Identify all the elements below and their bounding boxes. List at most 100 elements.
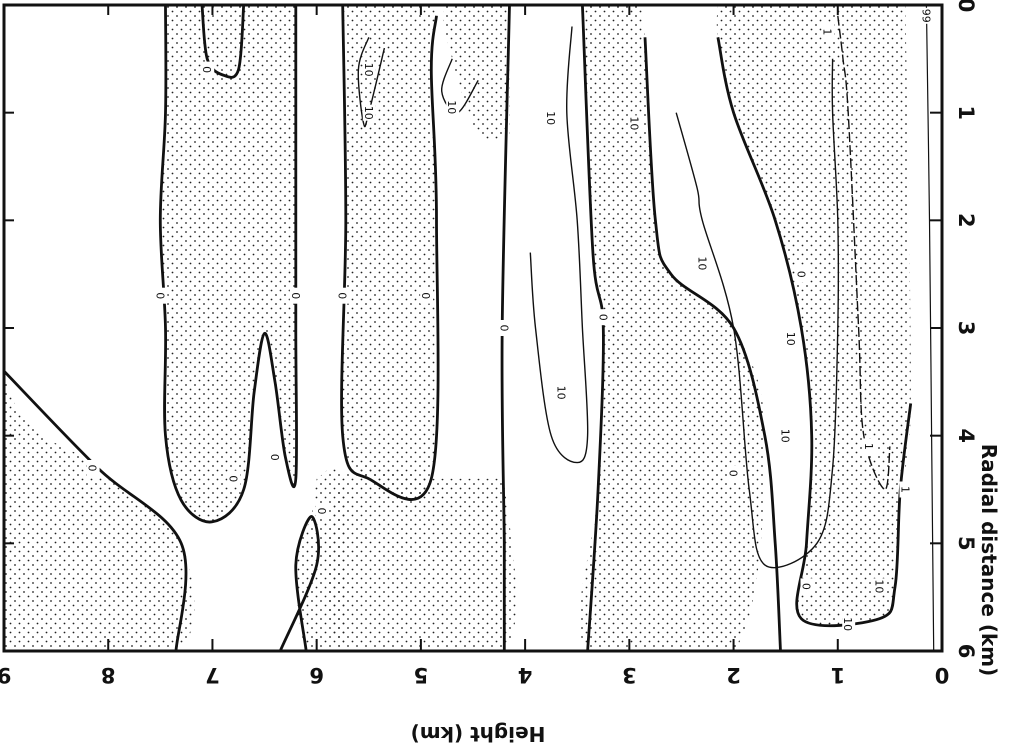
stippled-regions — [4, 5, 911, 651]
contour-lines — [4, 5, 935, 651]
contour-label-bg-16 — [362, 61, 376, 78]
contour-label-bg-6 — [86, 460, 100, 476]
contour-label-21: 10 — [779, 429, 792, 443]
contour-line-10 — [675, 58, 840, 569]
y-tick-label-2: 2 — [726, 663, 741, 687]
contour-label-24: 10 — [873, 579, 886, 593]
contour-line-9 — [529, 26, 589, 464]
contour-label-group-4: 0 — [268, 449, 282, 466]
contour-label-group-15: 10 — [445, 99, 460, 116]
contour-label-25: 1 — [862, 443, 875, 450]
contour-label-group-8: 0 — [419, 287, 434, 304]
x-tick-label-0: 0 — [954, 0, 978, 12]
contour-label-group-17: 10 — [544, 110, 559, 127]
contour-label-14: 10 — [362, 106, 375, 120]
contour-label-bg-5 — [315, 503, 329, 519]
x-tick-label-5: 5 — [954, 536, 978, 551]
contour-label-bg-0 — [154, 287, 168, 304]
contour-label-1: 0 — [200, 66, 213, 73]
stipple-region-7 — [716, 5, 911, 626]
contour-label-12: 0 — [794, 271, 807, 278]
contour-label-bg-10 — [597, 309, 611, 326]
y-tick-label-8: 8 — [101, 663, 116, 687]
contour-label-13: 0 — [800, 583, 813, 590]
contour-label-28: 99 — [919, 9, 932, 23]
contour-label-group-6: 0 — [86, 460, 100, 476]
contour-label-8: 0 — [419, 292, 432, 299]
contour-label-group-11: 0 — [727, 465, 741, 482]
contour-line-5 — [500, 5, 511, 651]
contour-label-group-22: 10 — [784, 330, 798, 347]
x-axis-title: Radial distance (km) — [977, 444, 1001, 677]
contour-label-bg-17 — [545, 110, 559, 127]
contour-label-group-12: 0 — [794, 266, 809, 283]
stipple-region-5 — [442, 5, 510, 140]
contour-label-bg-12 — [795, 266, 809, 283]
contour-line-11 — [837, 15, 891, 491]
stipple-region-3 — [341, 5, 439, 500]
contour-line-3 — [278, 514, 320, 651]
x-tick-label-6: 6 — [954, 644, 978, 659]
contour-label-bg-18 — [555, 384, 569, 401]
contour-line-12 — [357, 37, 386, 128]
contour-label-group-18: 10 — [555, 384, 569, 401]
contour-label-bg-23 — [842, 616, 856, 633]
contour-labels: 0 0 0 0 0 0 0 0 0 0 0 0 0 0 10 10 10 10 10 10 10 10 10 10 10 1 1 1 9… — [86, 7, 934, 633]
contour-label-group-13: 0 — [800, 578, 814, 595]
contour-label-bg-11 — [727, 465, 741, 482]
contour-label-group-3: 0 — [289, 287, 303, 304]
contour-label-group-10: 0 — [596, 309, 611, 326]
contour-label-group-14: 10 — [362, 104, 376, 121]
axis-ticks: 01234560123456789 — [0, 0, 978, 687]
stipple-region-1 — [160, 5, 297, 523]
contour-label-10: 0 — [596, 314, 609, 321]
contour-label-group-27: 1 — [820, 23, 835, 40]
y-tick-label-5: 5 — [414, 663, 429, 687]
contour-label-bg-27 — [821, 23, 835, 40]
contour-label-group-23: 10 — [841, 616, 856, 633]
contour-line-2 — [4, 370, 188, 651]
contour-label-bg-1 — [201, 61, 215, 78]
contour-label-bg-15 — [446, 99, 460, 116]
contour-label-group-24: 10 — [873, 578, 887, 595]
y-tick-label-9: 9 — [0, 663, 11, 687]
contour-label-0: 0 — [153, 292, 166, 299]
contour-label-group-20: 10 — [695, 255, 710, 272]
contour-label-17: 10 — [544, 111, 557, 125]
stipple-region-0 — [4, 5, 195, 651]
contour-label-group-16: 10 — [362, 61, 376, 78]
y-axis-title: Height (km) — [411, 722, 546, 746]
contour-label-bg-2 — [227, 470, 241, 487]
contour-label-15: 10 — [445, 100, 458, 114]
contour-label-bg-19 — [628, 115, 642, 132]
contour-label-20: 10 — [695, 256, 708, 270]
contour-label-bg-25 — [863, 438, 876, 455]
contour-label-group-19: 10 — [628, 115, 642, 132]
contour-label-7: 0 — [336, 292, 349, 299]
contour-label-bg-28 — [920, 7, 934, 24]
contour-line-4 — [340, 5, 440, 501]
contour-label-bg-4 — [269, 449, 282, 466]
contour-label-11: 0 — [727, 470, 740, 477]
x-tick-label-4: 4 — [954, 428, 978, 443]
contour-label-bg-21 — [779, 427, 793, 444]
y-tick-label-0: 0 — [935, 663, 950, 687]
contour-label-23: 10 — [841, 617, 854, 631]
contour-label-18: 10 — [555, 386, 568, 400]
contour-label-bg-7 — [336, 287, 350, 304]
contour-label-group-28: 99 — [919, 7, 934, 24]
y-tick-label-3: 3 — [622, 663, 637, 687]
contour-label-group-9: 0 — [497, 320, 512, 336]
contour-label-19: 10 — [628, 116, 641, 130]
contour-label-group-26: 1 — [899, 481, 913, 498]
contour-label-group-21: 10 — [779, 427, 793, 444]
y-tick-label-1: 1 — [830, 663, 845, 687]
contour-label-2: 0 — [226, 475, 239, 482]
contour-label-bg-3 — [289, 287, 303, 304]
y-tick-label-7: 7 — [205, 663, 220, 687]
contour-label-3: 0 — [289, 292, 302, 299]
contour-label-group-0: 0 — [153, 287, 168, 304]
contour-label-26: 1 — [899, 486, 912, 493]
